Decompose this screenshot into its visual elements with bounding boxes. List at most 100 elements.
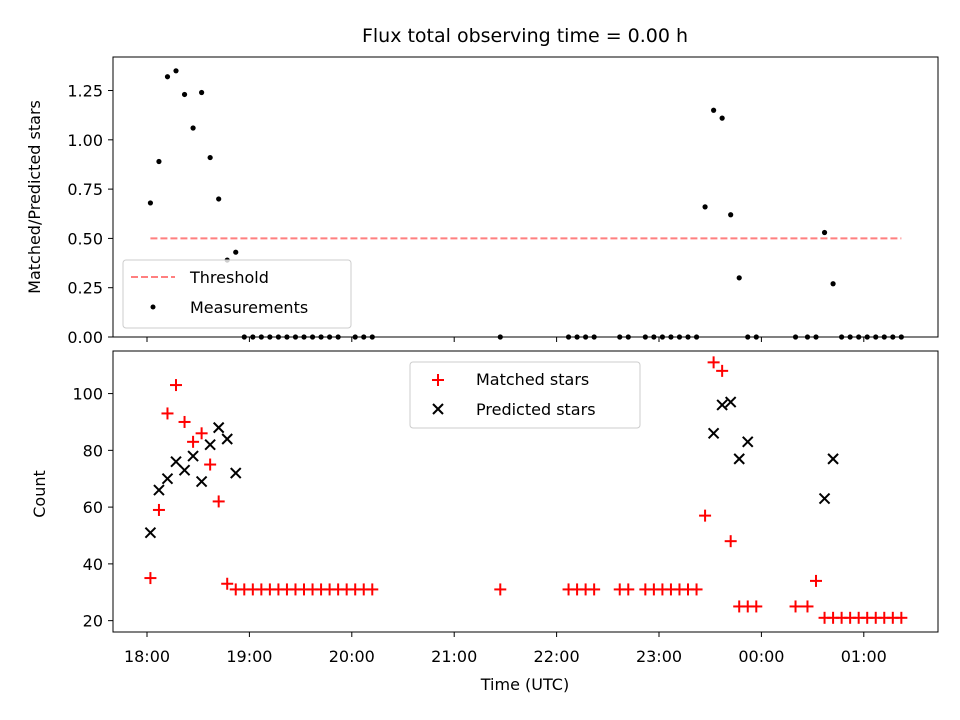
measurement-point <box>792 334 799 340</box>
measurement-point <box>898 334 904 340</box>
measurement-point <box>864 334 870 340</box>
top-y-tick-label: 1.25 <box>67 82 103 101</box>
measurement-point <box>617 334 623 340</box>
measurement-point <box>233 249 239 255</box>
measurement-point <box>156 158 162 165</box>
measurement-point <box>497 334 503 340</box>
matched-star-marker <box>690 583 703 596</box>
measurement-point <box>804 334 811 340</box>
measurement-point <box>813 334 819 340</box>
x-tick-label: 23:00 <box>636 647 682 666</box>
matched-star-marker <box>144 572 157 585</box>
predicted-star-marker <box>724 396 737 408</box>
measurement-point <box>625 334 631 340</box>
matched-star-marker <box>195 427 208 440</box>
legend-matched-label: Matched stars <box>476 370 589 389</box>
x-tick-label: 19:00 <box>226 647 272 666</box>
measurement-point <box>668 334 674 340</box>
predicted-star-marker <box>827 453 839 465</box>
matched-star-marker <box>724 535 737 548</box>
measurement-point <box>190 125 196 131</box>
predicted-marker-b <box>818 492 831 505</box>
predicted-star-marker <box>170 455 182 468</box>
predicted-marker-b <box>144 526 157 539</box>
x-tick-label: 18:00 <box>124 647 170 666</box>
measurement-point <box>881 334 887 340</box>
predicted-star-marker <box>707 427 720 440</box>
top-legend: Threshold Measurements <box>122 259 352 329</box>
predicted-star-marker <box>187 450 199 462</box>
bottom-y-tick-label: 60 <box>83 498 103 517</box>
matched-star-marker <box>699 509 712 522</box>
measurement-point <box>830 281 836 287</box>
measurement-point <box>856 334 862 340</box>
predicted-marker-b <box>733 453 745 465</box>
measurement-point <box>318 334 324 340</box>
matched-star-marker <box>895 611 908 624</box>
legend-measurements-swatch <box>150 304 156 310</box>
predicted-star-marker <box>153 484 165 496</box>
matched-star-marker <box>750 600 763 613</box>
top-y-tick-label: 0.50 <box>67 229 103 248</box>
matched-star-marker <box>716 364 729 377</box>
measurement-point <box>267 334 273 340</box>
measurement-point <box>275 334 282 340</box>
bottom-y-tick-label: 80 <box>83 441 103 460</box>
top-panel: 0.00 0.25 0.50 0.75 1.00 1.25 Matched/Predict… <box>25 56 939 347</box>
predicted-marker-b <box>161 473 174 485</box>
matched-star-marker <box>801 600 814 613</box>
x-tick-label: 21:00 <box>431 647 477 666</box>
predicted-star-marker <box>204 438 216 451</box>
top-legend-box <box>122 259 352 329</box>
measurement-point <box>651 334 657 340</box>
predicted-star-marker <box>144 526 157 539</box>
matched-star-marker <box>187 435 200 448</box>
measurement-point <box>659 334 666 340</box>
predicted-star-marker <box>733 453 745 465</box>
predicted-star-marker <box>818 492 831 505</box>
bottom-y-tick-label: 40 <box>83 555 103 574</box>
bottom-plot-frame <box>112 350 939 633</box>
measurement-point <box>821 229 828 236</box>
matched-star-marker <box>161 407 174 420</box>
bottom-legend-box <box>409 361 641 429</box>
predicted-star-marker <box>230 467 242 479</box>
top-y-ticks: 0.00 0.25 0.50 0.75 1.00 1.25 <box>67 82 113 347</box>
measurement-point <box>335 334 341 340</box>
predicted-marker-b <box>742 436 754 448</box>
measurement-point <box>181 91 188 98</box>
matched-star-marker <box>622 583 635 596</box>
measurement-point <box>685 334 691 340</box>
top-y-tick-label: 0.75 <box>67 180 103 199</box>
matched-star-marker <box>170 379 183 392</box>
matched-star-marker <box>152 503 165 516</box>
x-tick-label: 00:00 <box>738 647 784 666</box>
measurement-point <box>164 74 171 80</box>
measurement-point <box>301 334 307 340</box>
legend-threshold-label: Threshold <box>189 268 269 287</box>
top-plot-marks <box>147 68 904 340</box>
measurement-point <box>258 334 264 340</box>
legend-measurements-label: Measurements <box>190 298 308 317</box>
predicted-marker-b <box>716 399 728 411</box>
measurement-point <box>173 68 179 74</box>
bottom-plot-marks <box>144 356 908 624</box>
measurement-point <box>873 334 879 340</box>
top-plot-frame <box>112 56 939 338</box>
measurement-point <box>309 334 316 340</box>
matched-star-marker <box>366 583 379 596</box>
bottom-legend: Matched stars Predicted stars <box>409 361 641 429</box>
measurement-point <box>292 334 299 340</box>
predicted-marker-b <box>170 455 182 468</box>
predicted-marker-b <box>195 475 208 488</box>
measurement-point <box>728 212 734 218</box>
measurement-point <box>327 334 333 340</box>
legend-predicted-swatch <box>432 403 444 415</box>
predicted-marker-b <box>724 396 737 408</box>
predicted-star-marker <box>178 464 191 476</box>
measurement-point <box>241 334 247 340</box>
predicted-star-marker <box>195 475 208 488</box>
predicted-star-marker <box>716 399 728 411</box>
measurement-point <box>352 334 358 340</box>
